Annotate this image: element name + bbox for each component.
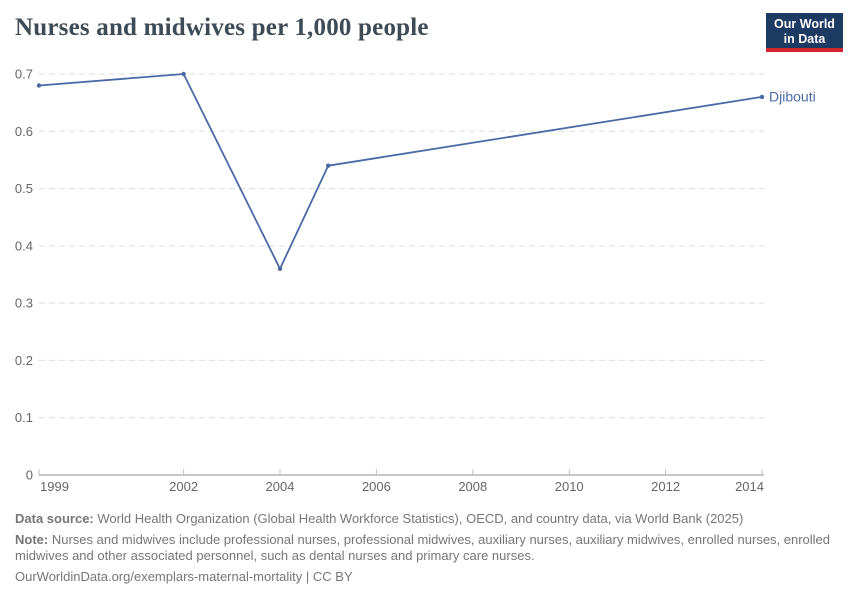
data-point [36, 83, 42, 88]
x-axis-tick-label: 2002 [169, 479, 198, 494]
series-end-label: Djibouti [769, 88, 816, 104]
chart-footer: Data source: World Health Organization (… [15, 511, 837, 590]
note-text: Nurses and midwives include professional… [15, 532, 831, 563]
line-chart-canvas: 0 0.1 0.2 0.3 0.4 0.5 0.6 0.7 1999 2002 2004 2006 20… [15, 67, 816, 495]
chart-title: Nurses and midwives per 1,000 people [15, 14, 429, 41]
x-axis-tick-label: 2012 [651, 479, 680, 494]
y-axis-tick-label: 0.3 [15, 296, 33, 311]
y-axis-tick-label: 0.4 [15, 238, 33, 253]
note-label: Note: [15, 532, 49, 548]
data-source-text: World Health Organization (Global Health… [97, 511, 744, 526]
owid-logo-text-line1: Our World [774, 17, 835, 31]
owid-logo-red-bar [766, 48, 843, 52]
x-axis-tick-label: 2014 [735, 479, 764, 494]
canonical-url-link[interactable]: OurWorldinData.org/exemplars-maternal-mo… [15, 568, 353, 584]
x-axis-tick-label: 2004 [266, 479, 295, 494]
data-point [277, 266, 283, 271]
data-point [759, 94, 765, 100]
data-point [326, 163, 331, 168]
y-axis-tick-label: 0.2 [15, 353, 33, 368]
y-axis-tick-label: 0.7 [15, 67, 33, 82]
x-axis-tick-label: 2010 [555, 479, 584, 494]
data-source-label: Data source: [15, 511, 94, 526]
y-axis-tick-label: 0.1 [15, 410, 33, 425]
y-axis-tick-label: 0.6 [15, 124, 33, 139]
data-source-line: Data source: World Health Organization (… [15, 511, 837, 526]
x-axis-tick-label: 2006 [362, 479, 391, 494]
x-axis-tick-label: 2008 [458, 479, 487, 494]
x-axis-tick-label: 1999 [40, 479, 69, 494]
y-axis-tick-label: 0.5 [15, 181, 33, 196]
owid-logo[interactable]: Our World in Data [766, 13, 843, 52]
data-line-djibouti [38, 73, 763, 270]
y-axis-tick-label: 0 [26, 468, 33, 483]
data-point [181, 71, 186, 77]
owid-logo-text-line2: in Data [783, 31, 826, 46]
note-line: Note: Nurses and midwives include profes… [15, 532, 837, 563]
